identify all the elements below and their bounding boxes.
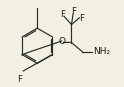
Text: F: F xyxy=(79,14,84,23)
Text: O: O xyxy=(59,37,66,46)
Text: F: F xyxy=(71,7,76,16)
Text: NH₂: NH₂ xyxy=(93,47,110,56)
Text: F: F xyxy=(17,75,22,84)
Text: F: F xyxy=(60,10,65,19)
